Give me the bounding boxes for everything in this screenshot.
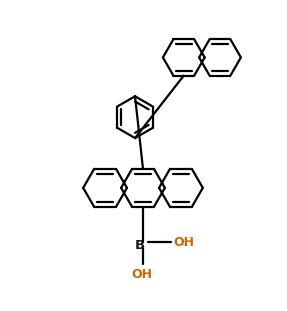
Text: B: B	[135, 239, 145, 252]
Text: OH: OH	[174, 236, 195, 248]
Text: OH: OH	[131, 268, 152, 281]
